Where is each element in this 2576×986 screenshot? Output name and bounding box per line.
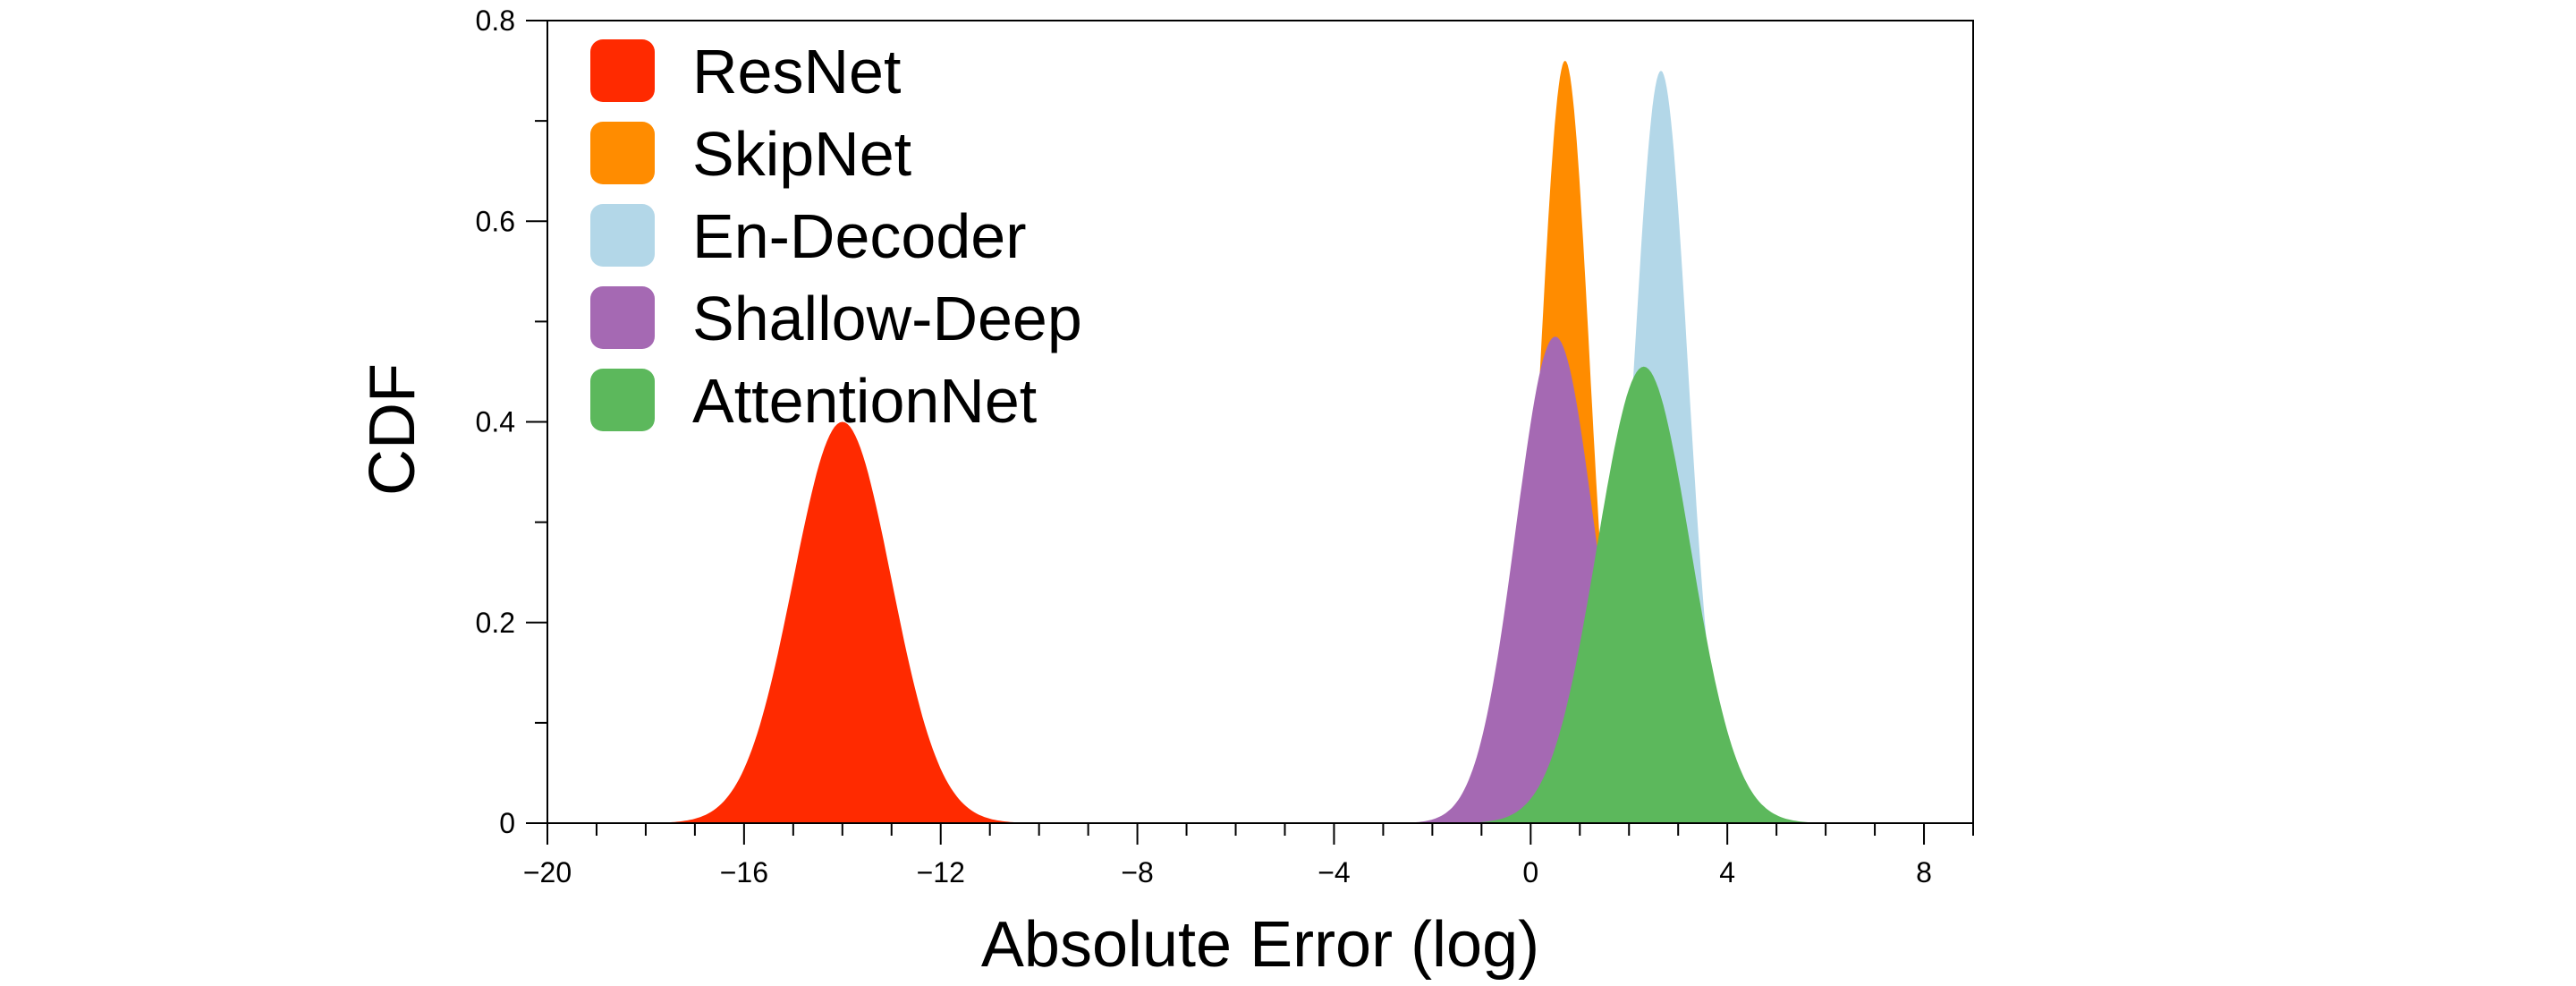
legend-swatch <box>590 286 655 349</box>
series-areas <box>635 60 1840 824</box>
series-area-attentionnet <box>1447 366 1840 823</box>
y-tick-label: 0.4 <box>476 406 515 438</box>
x-tick-label: −8 <box>1121 856 1153 888</box>
legend-label: Shallow-Deep <box>692 284 1082 353</box>
legend-swatch <box>590 369 655 431</box>
legend-label: AttentionNet <box>692 366 1037 436</box>
legend: ResNet SkipNet En-Decoder Shallow-Deep Atten… <box>590 37 1082 436</box>
x-tick-label: 8 <box>1916 856 1932 888</box>
y-tick-label: 0.8 <box>476 4 515 37</box>
x-tick-label: −16 <box>720 856 768 888</box>
y-axis-title: CDF <box>357 363 428 496</box>
x-tick-label: −4 <box>1318 856 1350 888</box>
x-axis: −20 −16 −12 −8 −4 0 4 8 <box>523 823 1974 888</box>
x-tick-label: −20 <box>523 856 572 888</box>
x-tick-label: 0 <box>1522 856 1538 888</box>
y-tick-label: 0 <box>499 807 515 839</box>
x-tick-label: −12 <box>917 856 965 888</box>
y-tick-label: 0.2 <box>476 607 515 639</box>
legend-swatch <box>590 204 655 267</box>
legend-swatch <box>590 122 655 184</box>
series-area-shallow-deep <box>1390 336 1721 823</box>
legend-swatch <box>590 39 655 102</box>
x-tick-label: 4 <box>1719 856 1735 888</box>
legend-label: ResNet <box>692 37 901 106</box>
series-area-resnet <box>635 421 1049 823</box>
legend-label: En-Decoder <box>692 201 1027 271</box>
legend-label: SkipNet <box>692 119 911 189</box>
y-tick-label: 0.6 <box>476 205 515 237</box>
y-axis: 0 0.2 0.4 0.6 0.8 <box>476 4 547 839</box>
x-axis-title: Absolute Error (log) <box>981 909 1539 981</box>
